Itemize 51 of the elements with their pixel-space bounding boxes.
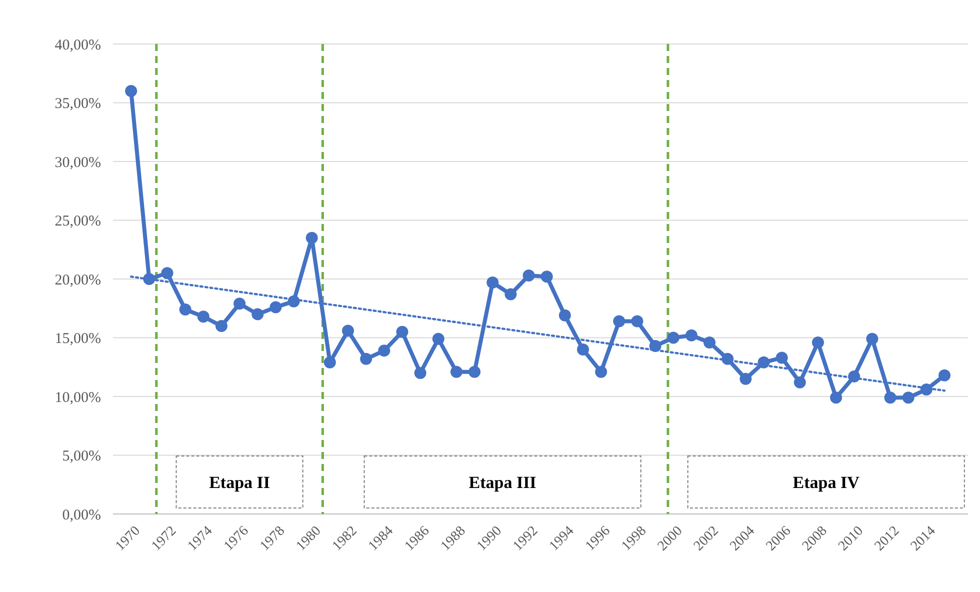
- band-label: Etapa III: [468, 472, 537, 492]
- point: [595, 366, 608, 378]
- point: [306, 232, 318, 244]
- point: [414, 367, 426, 379]
- point: [486, 276, 499, 289]
- point: [432, 332, 444, 345]
- point: [884, 392, 896, 404]
- point: [161, 267, 174, 280]
- point: [504, 288, 517, 300]
- point: [378, 344, 390, 357]
- point: [558, 309, 571, 322]
- point: [125, 85, 138, 97]
- y-tick-label: 25,00%: [54, 214, 101, 230]
- y-tick-label: 15,00%: [54, 331, 101, 347]
- point: [234, 298, 246, 310]
- point: [704, 336, 716, 348]
- point: [685, 329, 698, 342]
- point: [342, 324, 354, 337]
- point: [576, 344, 589, 356]
- band-label: Etapa IV: [792, 472, 860, 492]
- point: [270, 301, 282, 314]
- point: [396, 326, 408, 338]
- point: [866, 332, 878, 345]
- point: [776, 352, 788, 364]
- point: [667, 332, 680, 344]
- point: [812, 336, 824, 348]
- y-tick-label: 10,00%: [54, 390, 101, 406]
- point: [215, 320, 228, 332]
- point: [360, 352, 372, 365]
- y-tick-label: 20,00%: [54, 272, 101, 288]
- point: [468, 366, 481, 378]
- point: [902, 392, 914, 404]
- y-tick-label: 5,00%: [62, 448, 101, 464]
- point: [540, 270, 553, 283]
- point: [830, 392, 842, 404]
- point: [794, 376, 806, 388]
- point: [613, 315, 626, 328]
- point: [740, 372, 752, 385]
- point: [179, 304, 192, 316]
- band-label: Etapa II: [209, 472, 270, 492]
- point: [197, 310, 210, 323]
- point: [938, 369, 950, 382]
- y-tick-label: 0,00%: [62, 507, 101, 524]
- point: [252, 308, 264, 320]
- point: [450, 366, 462, 378]
- point: [631, 315, 644, 328]
- point: [522, 269, 535, 282]
- y-tick-label: 35,00%: [54, 96, 101, 112]
- point: [324, 356, 336, 368]
- y-tick-label: 40,00%: [54, 37, 101, 54]
- y-tick-label: 30,00%: [54, 154, 101, 171]
